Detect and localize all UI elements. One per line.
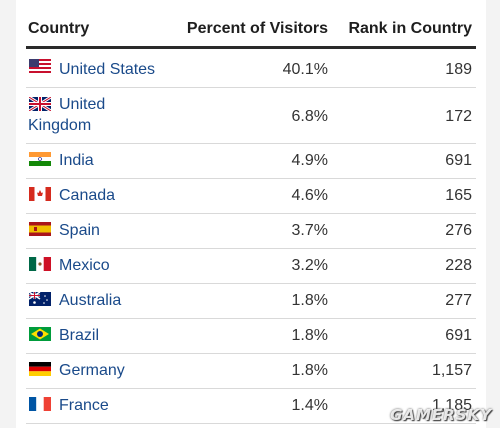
visitors-by-country-panel: Country Percent of Visitors Rank in Coun… [16, 0, 486, 428]
table-row: India 4.9% 691 [26, 144, 476, 179]
india-flag-icon [29, 152, 51, 166]
column-header-country: Country [28, 20, 90, 37]
percent-value: 3.7% [291, 222, 328, 239]
percent-value: 4.6% [291, 187, 328, 204]
table-row: Australia 1.8% 277 [26, 284, 476, 319]
country-link[interactable]: France [59, 397, 109, 414]
country-link[interactable]: Spain [59, 222, 100, 239]
country-link[interactable]: Mexico [59, 257, 110, 274]
table-row: Brazil 1.8% 691 [26, 319, 476, 354]
percent-value: 1.8% [291, 292, 328, 309]
table-row: Mexico 3.2% 228 [26, 249, 476, 284]
germany-flag-icon [29, 362, 51, 376]
percent-value: 1.4% [291, 397, 328, 414]
rank-value: 172 [445, 108, 472, 125]
country-link[interactable]: United States [59, 61, 156, 78]
column-header-percent: Percent of Visitors [186, 20, 328, 37]
percent-value: 3.2% [291, 257, 328, 274]
column-header-rank: Rank in Country [348, 20, 472, 37]
canada-flag-icon [29, 187, 51, 201]
rank-value: 1,185 [431, 397, 472, 414]
country-link[interactable]: Australia [59, 292, 122, 309]
spain-flag-icon [29, 222, 51, 236]
table-row: Spain 3.7% 276 [26, 214, 476, 249]
percent-value: 6.8% [291, 108, 328, 125]
percent-value: 40.1% [282, 61, 328, 78]
table-row: United States 40.1% 189 [26, 49, 476, 88]
table-row: France 1.4% 1,185 [26, 389, 476, 424]
table-header: Country Percent of Visitors Rank in Coun… [26, 0, 476, 49]
table-row: Germany 1.8% 1,157 [26, 354, 476, 389]
percent-value: 1.8% [291, 362, 328, 379]
table-row: United Kingdom 6.8% 172 [26, 88, 476, 144]
rank-value: 277 [445, 292, 472, 309]
us-flag-icon [29, 59, 51, 73]
country-link[interactable]: United [59, 96, 106, 113]
country-link[interactable]: Canada [59, 187, 116, 204]
country-link-line2[interactable]: Kingdom [28, 117, 92, 134]
rank-value: 189 [445, 61, 472, 78]
mexico-flag-icon [29, 257, 51, 271]
country-link[interactable]: Brazil [59, 327, 100, 344]
australia-flag-icon [29, 292, 51, 306]
watermark: GAMERSKY [390, 406, 492, 424]
rank-value: 228 [445, 257, 472, 274]
rank-value: 276 [445, 222, 472, 239]
rank-value: 691 [445, 152, 472, 169]
table-row: Canada 4.6% 165 [26, 179, 476, 214]
france-flag-icon [29, 397, 51, 411]
country-link[interactable]: India [59, 152, 94, 169]
percent-value: 1.8% [291, 327, 328, 344]
country-link[interactable]: Germany [59, 362, 125, 379]
rank-value: 691 [445, 327, 472, 344]
uk-flag-icon [29, 97, 51, 111]
brazil-flag-icon [29, 327, 51, 341]
rank-value: 1,157 [431, 362, 472, 379]
rank-value: 165 [445, 187, 472, 204]
percent-value: 4.9% [291, 152, 328, 169]
